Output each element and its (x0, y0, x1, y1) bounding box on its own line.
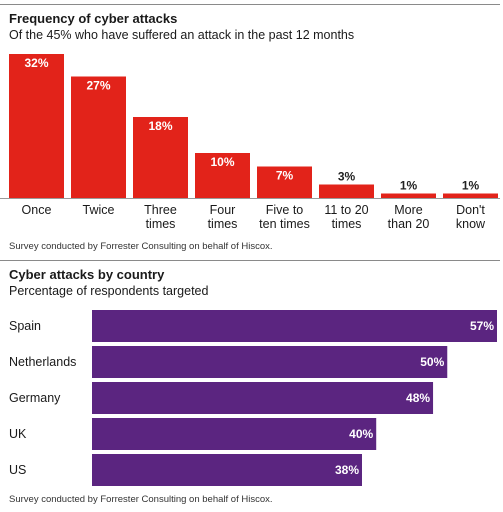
freq-category-label: Twice (83, 203, 115, 217)
freq-category-label: Don't (456, 203, 485, 217)
freq-category-label: times (146, 217, 176, 231)
freq-category-label: Three (144, 203, 177, 217)
freq-value-label: 18% (148, 119, 172, 133)
country-bar (92, 346, 448, 378)
country-bar (92, 418, 377, 450)
country-label: Germany (9, 391, 61, 405)
freq-category-label: Four (210, 203, 236, 217)
freq-value-label: 7% (276, 169, 294, 183)
freq-category-label: More (394, 203, 423, 217)
freq-bar (381, 193, 436, 198)
country-label: Spain (9, 319, 41, 333)
freq-value-label: 27% (86, 79, 110, 93)
freq-value-label: 1% (400, 179, 418, 193)
freq-bar (133, 117, 188, 198)
country-value-label: 48% (406, 391, 430, 405)
freq-chart-subtitle: Of the 45% who have suffered an attack i… (9, 28, 355, 42)
freq-category-label: than 20 (388, 217, 430, 231)
freq-category-label: 11 to 20 (324, 203, 368, 217)
country-bar (92, 454, 362, 486)
freq-chart-source: Survey conducted by Forrester Consulting… (9, 241, 273, 252)
country-chart-subtitle: Percentage of respondents targeted (9, 284, 209, 298)
freq-bar (257, 166, 312, 198)
freq-chart-title: Frequency of cyber attacks (9, 11, 178, 26)
country-value-label: 38% (335, 463, 359, 477)
country-value-label: 50% (420, 355, 444, 369)
freq-category-label: times (208, 217, 238, 231)
freq-value-label: 32% (24, 56, 48, 70)
freq-bar (9, 54, 64, 198)
middle-divider (0, 260, 500, 261)
freq-value-label: 3% (338, 170, 356, 184)
country-bar-chart: Spain 57% Netherlands 50% Germany 48% UK 40% US 3… (9, 310, 497, 486)
freq-value-label: 10% (210, 155, 234, 169)
freq-bar (195, 153, 250, 198)
country-bar (92, 310, 497, 342)
freq-bar (319, 184, 374, 198)
freq-bar (443, 193, 498, 198)
country-chart-title: Cyber attacks by country (9, 267, 165, 282)
country-label: US (9, 463, 26, 477)
country-label: Netherlands (9, 355, 76, 369)
country-value-label: 40% (349, 427, 373, 441)
freq-category-label: Five to (266, 203, 304, 217)
freq-bar-chart: 32%Once27%Twice18%Threetimes10%Fourtimes… (0, 54, 500, 231)
freq-category-label: know (456, 217, 486, 231)
freq-category-label: times (332, 217, 362, 231)
freq-value-label: 1% (462, 179, 480, 193)
freq-bar (71, 76, 126, 198)
country-chart-source: Survey conducted by Forrester Consulting… (9, 494, 273, 505)
country-bar (92, 382, 434, 414)
country-label: UK (9, 427, 27, 441)
freq-category-label: ten times (259, 217, 310, 231)
country-value-label: 57% (470, 319, 494, 333)
freq-category-label: Once (22, 203, 52, 217)
top-divider (0, 4, 500, 5)
